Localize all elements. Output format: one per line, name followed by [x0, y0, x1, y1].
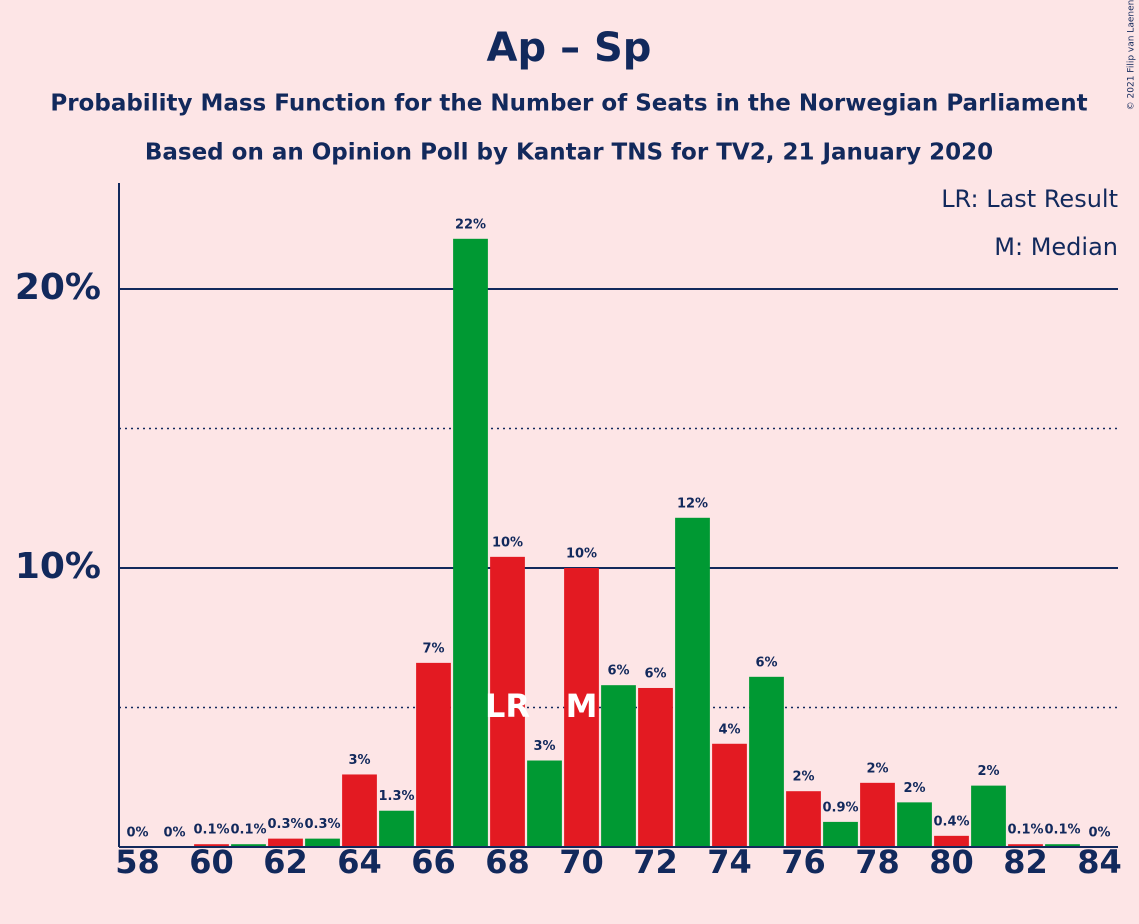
- x-tick-label: 60: [189, 843, 234, 881]
- x-tick-label: 82: [1003, 843, 1048, 881]
- bar: [749, 676, 784, 847]
- annotation: LR: [485, 687, 530, 725]
- x-tick-label: 70: [559, 843, 604, 881]
- bar: [786, 791, 821, 847]
- value-label: 2%: [903, 781, 925, 796]
- x-tick-label: 74: [707, 843, 752, 881]
- bar: [675, 517, 710, 847]
- chart-title: Ap – Sp: [487, 25, 652, 71]
- x-tick-label: 62: [263, 843, 308, 881]
- bar: [712, 743, 747, 847]
- bar: [268, 838, 303, 847]
- bar: [1008, 844, 1043, 847]
- value-label: 0.3%: [267, 817, 303, 832]
- x-tick-label: 80: [929, 843, 974, 881]
- value-label: 0%: [163, 826, 185, 841]
- legend-note: LR: Last Result: [941, 185, 1118, 213]
- x-tick-label: 58: [115, 843, 160, 881]
- value-label: 1.3%: [378, 789, 414, 804]
- bar: [934, 835, 969, 847]
- bar: [305, 838, 340, 847]
- bar: [416, 662, 451, 847]
- bar: [601, 685, 636, 847]
- bar: [638, 687, 673, 847]
- bar: [823, 821, 858, 847]
- bar: [379, 810, 414, 847]
- bar: [897, 802, 932, 847]
- value-label: 4%: [718, 722, 740, 737]
- bar: [527, 760, 562, 847]
- x-tick-label: 84: [1077, 843, 1122, 881]
- y-tick-label: 20%: [15, 267, 101, 308]
- x-tick-label: 66: [411, 843, 456, 881]
- value-label: 22%: [455, 217, 486, 232]
- bar: [1045, 844, 1080, 847]
- x-tick-label: 78: [855, 843, 900, 881]
- value-label: 0.3%: [304, 817, 340, 832]
- value-label: 2%: [866, 761, 888, 776]
- bar: [971, 785, 1006, 847]
- value-label: 6%: [755, 655, 777, 670]
- bar: [490, 556, 525, 847]
- value-label: 2%: [977, 764, 999, 779]
- x-tick-label: 68: [485, 843, 530, 881]
- value-label: 0.4%: [933, 814, 969, 829]
- value-label: 10%: [492, 535, 523, 550]
- value-label: 2%: [792, 770, 814, 785]
- value-label: 3%: [348, 753, 370, 768]
- annotation: M: [566, 687, 598, 725]
- chart-subtitle: Based on an Opinion Poll by Kantar TNS f…: [145, 140, 993, 166]
- legend-note: M: Median: [994, 233, 1118, 261]
- value-label: 6%: [607, 664, 629, 679]
- copyright: © 2021 Filip van Laenen: [1127, 0, 1137, 110]
- bar: [342, 774, 377, 847]
- value-label: 6%: [644, 666, 666, 681]
- value-label: 0%: [126, 826, 148, 841]
- bar: [453, 238, 488, 847]
- bar: [564, 568, 599, 847]
- chart-subtitle: Probability Mass Function for the Number…: [50, 91, 1087, 117]
- y-tick-label: 10%: [15, 546, 101, 587]
- bar: [231, 844, 266, 847]
- value-label: 7%: [422, 641, 444, 656]
- value-label: 12%: [677, 496, 708, 511]
- value-label: 0%: [1088, 826, 1110, 841]
- value-label: 0.9%: [822, 800, 858, 815]
- value-label: 0.1%: [193, 823, 229, 838]
- value-label: 0.1%: [1007, 823, 1043, 838]
- value-label: 0.1%: [1044, 823, 1080, 838]
- x-tick-label: 72: [633, 843, 678, 881]
- bar: [194, 844, 229, 847]
- x-tick-label: 76: [781, 843, 826, 881]
- value-label: 3%: [533, 739, 555, 754]
- value-label: 0.1%: [230, 823, 266, 838]
- value-label: 10%: [566, 547, 597, 562]
- x-tick-label: 64: [337, 843, 382, 881]
- bar: [860, 782, 895, 847]
